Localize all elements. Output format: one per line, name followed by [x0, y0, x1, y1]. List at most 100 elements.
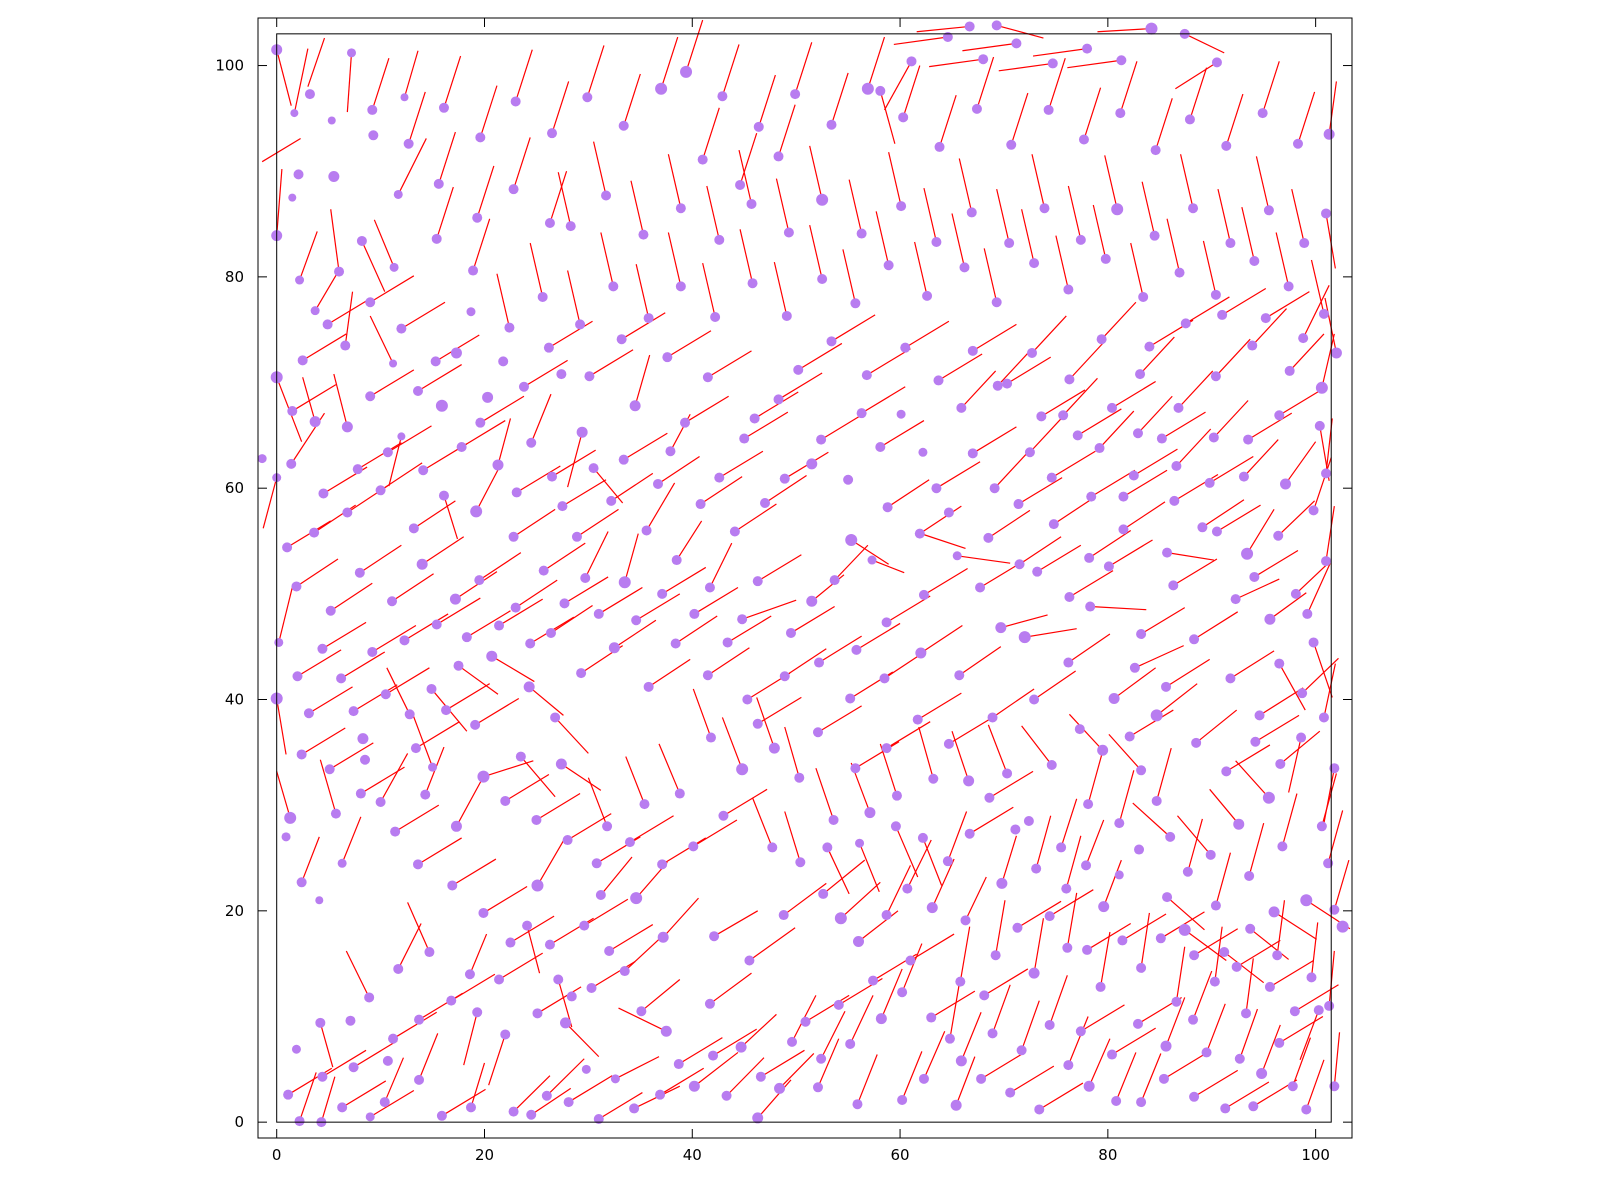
velocity-segment [938, 94, 957, 148]
particle [843, 474, 854, 485]
particle [794, 772, 805, 783]
velocity-segment [591, 961, 636, 989]
velocity-segment [1140, 607, 1186, 635]
velocity-segment [463, 1012, 478, 1066]
particle [1029, 694, 1040, 705]
particle [1182, 866, 1193, 877]
velocity-segment [886, 865, 911, 916]
particle [1299, 238, 1310, 249]
velocity-segment [1068, 341, 1105, 380]
velocity-segment [685, 19, 704, 73]
velocity-segment [1192, 970, 1213, 1020]
particle [433, 178, 444, 189]
velocity-segment [497, 418, 512, 466]
velocity-segment [1325, 213, 1336, 269]
velocity-segment [667, 330, 712, 358]
particle [1117, 935, 1128, 946]
particle [1178, 923, 1191, 936]
velocity-segment [293, 48, 309, 114]
particle [1280, 478, 1292, 490]
particle [494, 974, 505, 985]
particle [296, 877, 307, 888]
velocity-segment [749, 927, 796, 961]
velocity-segment [513, 137, 531, 190]
particle [1162, 892, 1173, 903]
velocity-segment [822, 859, 866, 895]
particle [616, 334, 627, 345]
particle [518, 381, 529, 392]
velocity-segment [1021, 1000, 1040, 1051]
particle [1244, 870, 1255, 881]
velocity-segment [797, 342, 843, 371]
particle [1263, 205, 1274, 216]
particle [337, 1102, 348, 1113]
velocity-segment [380, 462, 423, 491]
particle [389, 359, 398, 368]
particle [340, 340, 351, 351]
particle [504, 322, 515, 333]
particle [1292, 138, 1303, 149]
particle [1082, 43, 1093, 54]
particle [1184, 114, 1195, 125]
velocity-segment [1115, 1052, 1137, 1102]
velocity-segment [262, 477, 278, 529]
velocity-segment [308, 686, 353, 714]
particle [355, 788, 366, 799]
particle [576, 668, 587, 679]
particle [428, 762, 438, 772]
particle [345, 1015, 356, 1026]
particle [284, 811, 297, 824]
particle [752, 718, 763, 729]
particle [1168, 580, 1179, 591]
particle [608, 281, 619, 292]
particle [959, 262, 970, 273]
particle [778, 910, 789, 921]
velocity-segment [855, 741, 900, 769]
velocity-segment [875, 211, 890, 266]
particle [967, 448, 978, 459]
velocity-segment [951, 213, 966, 268]
particle [1014, 559, 1025, 570]
velocity-segment [1209, 788, 1240, 825]
velocity-segment [856, 622, 901, 651]
particle [655, 1089, 666, 1100]
particle [1275, 758, 1286, 769]
particle [1013, 499, 1024, 510]
particle [1290, 588, 1301, 599]
velocity-segment [693, 819, 738, 847]
velocity-segment [551, 81, 570, 134]
particle [1197, 522, 1208, 533]
particle [655, 82, 668, 95]
particle [438, 102, 449, 113]
particle [365, 1112, 375, 1122]
velocity-segment [301, 836, 320, 883]
velocity-segment [904, 320, 950, 349]
velocity-segment [1119, 61, 1138, 114]
particle [1114, 818, 1125, 829]
particle [412, 385, 423, 396]
particle [1272, 950, 1283, 961]
particle [966, 207, 977, 218]
particle [926, 902, 938, 914]
velocity-segment [369, 315, 394, 364]
velocity-segment [1031, 154, 1046, 209]
particle [1234, 1053, 1245, 1064]
velocity-segment [1215, 338, 1251, 377]
particle [638, 229, 649, 240]
y-tick-label: 40 [225, 691, 244, 709]
velocity-segment [1187, 818, 1203, 872]
velocity-segment [707, 350, 752, 378]
axes: 0 20 40 60 80 100 0 20 40 60 80 100 [215, 17, 1353, 1164]
velocity-segment [554, 717, 589, 754]
velocity-segment [562, 479, 607, 507]
particle [657, 859, 668, 870]
velocity-segment [1139, 336, 1175, 375]
particle [309, 527, 320, 538]
velocity-segment [901, 1051, 923, 1101]
velocity-segment [902, 65, 921, 118]
particle [367, 104, 378, 115]
velocity-segment [353, 1040, 398, 1068]
particle [1274, 1037, 1285, 1048]
particle [325, 605, 336, 616]
particle [1249, 571, 1260, 582]
